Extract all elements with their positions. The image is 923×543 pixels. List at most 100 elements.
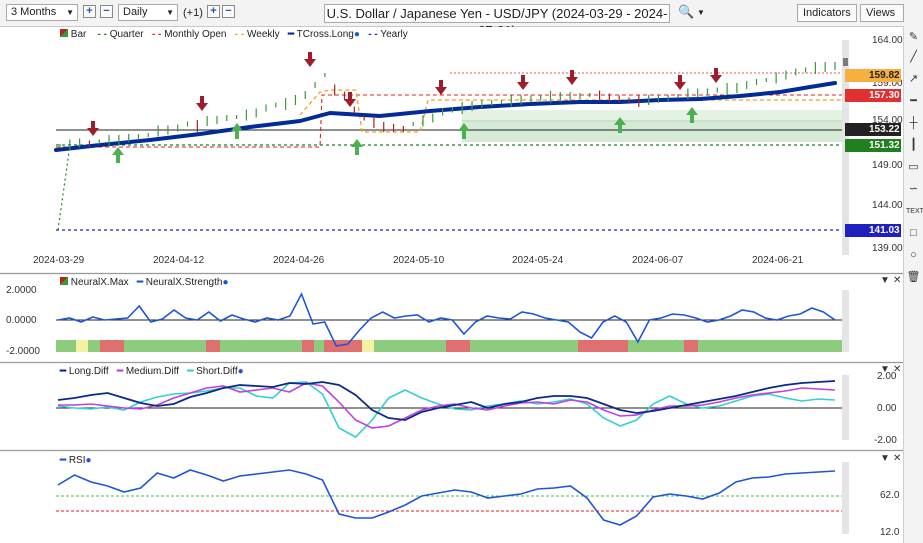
nx-strip-segment (88, 340, 100, 352)
trash-icon[interactable]: 🗑 (906, 271, 921, 283)
diff-legend: ━ Long.Diff ━ Medium.Diff ━ Short.Diff● (60, 366, 244, 377)
long-diff-line (57, 380, 836, 421)
support-zone (462, 120, 842, 142)
vline-icon[interactable]: ┃ (910, 139, 917, 151)
rsi-tick: 12.0 (880, 527, 900, 538)
sell-arrow-icon (566, 70, 578, 85)
zoom-out-button[interactable]: − (100, 5, 113, 18)
nx-collapse-icon[interactable]: ▼ (880, 275, 890, 286)
legend-short-diff: Short.Diff (196, 366, 238, 377)
nx-strip-segment (628, 340, 684, 352)
x-tick: 2024-05-10 (393, 255, 445, 266)
nx-strip-segment (324, 340, 340, 352)
neuralx-max-strip (56, 340, 842, 352)
price-tick: 159.00 (872, 78, 903, 89)
offset-label: (+1) (183, 7, 203, 19)
symbol-title[interactable]: U.S. Dollar / Japanese Yen - USD/JPY (20… (324, 4, 670, 38)
price-tick: 164.00 (872, 35, 903, 46)
sell-arrow-icon (196, 96, 208, 111)
nx-swatch-icon (60, 277, 68, 285)
rectangle-icon[interactable]: □ (910, 227, 917, 239)
price-scroll-thumb[interactable] (843, 58, 848, 66)
price-bars (59, 62, 836, 151)
text-icon[interactable]: TEXT (906, 208, 923, 215)
views-label: Views (866, 7, 896, 19)
nx-close-icon[interactable]: ✕ (893, 275, 902, 286)
neuralx-strength-line (57, 292, 836, 347)
diff-collapse-icon[interactable]: ▼ (880, 364, 890, 375)
indicators-label: Indicators (803, 7, 851, 19)
nx-scrollbar[interactable] (842, 290, 849, 352)
price-tag-current: 153.22 (845, 123, 901, 136)
buy-arrow-icon (686, 107, 698, 123)
circle-icon[interactable]: ○ (910, 249, 917, 261)
nx-tick: -2.0000 (6, 346, 40, 357)
legend-rsi: RSI (68, 455, 86, 466)
signal-arrows (87, 52, 722, 163)
sell-arrow-icon (344, 92, 356, 107)
support-zone-upper (462, 110, 842, 122)
rsi-legend: ━ RSI● (60, 455, 92, 466)
nx-strip-segment (302, 340, 314, 352)
nx-legend: NeuralX.Max ━ NeuralX.Strength● (60, 277, 229, 288)
offset-minus-button[interactable]: − (222, 5, 235, 18)
x-tick: 2024-04-12 (153, 255, 205, 266)
buy-arrow-icon (351, 139, 363, 155)
nx-strip-segment (124, 340, 206, 352)
diff-tick: 0.00 (877, 403, 897, 414)
price-tag-monthly: 157.30 (845, 89, 901, 102)
tcross-long-line (54, 81, 837, 152)
nx-tick: 2.0000 (6, 285, 37, 296)
indicators-button[interactable]: Indicators ▼ (797, 4, 857, 34)
diff-scrollbar[interactable] (842, 375, 849, 440)
legend-bar: Bar (70, 29, 87, 40)
line-icon[interactable]: ╱ (910, 51, 917, 63)
rsi-close-icon[interactable]: ✕ (893, 453, 902, 464)
buy-arrow-icon (112, 147, 124, 163)
price-tick: 149.00 (872, 160, 903, 171)
buy-arrow-icon (231, 123, 243, 139)
x-tick: 2024-06-07 (632, 255, 684, 266)
x-tick: 2024-03-29 (33, 255, 85, 266)
hline-icon[interactable]: ━ (910, 95, 917, 107)
sell-arrow-icon (304, 52, 316, 67)
price-legend: Bar - - Quarter - - Monthly Open - - Wee… (60, 29, 408, 40)
short-diff-line (57, 381, 836, 438)
diff-close-icon[interactable]: ✕ (893, 364, 902, 375)
rsi-collapse-icon[interactable]: ▼ (880, 453, 890, 464)
buy-arrow-icon (614, 117, 626, 133)
sell-arrow-icon (674, 75, 686, 90)
nx-strip-segment (470, 340, 578, 352)
legend-nx-strength: NeuralX.Strength (145, 277, 223, 288)
legend-tcross: TCross.Long (296, 29, 354, 40)
curve-icon[interactable]: ∽ (908, 183, 919, 195)
diff-tick: 2.00 (877, 371, 897, 382)
chevron-down-icon: ▼ (166, 8, 174, 17)
nx-strip-segment (220, 340, 302, 352)
monthly-open-line (56, 94, 842, 148)
interval-select[interactable]: Daily ▼ (118, 4, 178, 21)
rsi-tick: 62.0 (880, 490, 900, 501)
offset-plus-button[interactable]: + (207, 5, 220, 18)
period-select[interactable]: 3 Months ▼ (6, 4, 78, 21)
bar-swatch-icon (60, 29, 68, 37)
legend-long-diff: Long.Diff (68, 366, 109, 377)
rsi-pane[interactable] (0, 452, 903, 543)
weekly-line (299, 89, 842, 133)
callout-icon[interactable]: ▭ (908, 161, 919, 173)
zoom-in-button[interactable]: + (83, 5, 96, 18)
price-pane[interactable] (0, 27, 903, 272)
price-tick: 154.00 (872, 115, 903, 126)
search-icon[interactable]: 🔍 (678, 4, 695, 19)
nx-strip-segment (698, 340, 842, 352)
pencil-icon[interactable]: ✎ (908, 31, 919, 43)
chevron-down-icon[interactable]: ▼ (697, 8, 705, 17)
nx-strip-segment (340, 340, 362, 352)
cross-icon[interactable]: ┼ (909, 117, 918, 129)
nx-strip-segment (56, 340, 76, 352)
nx-strip-segment (100, 340, 124, 352)
nx-tick: 0.0000 (6, 315, 37, 326)
quarter-step (57, 144, 71, 231)
ray-icon[interactable]: ↗ (908, 73, 919, 85)
rsi-scrollbar[interactable] (842, 462, 849, 534)
